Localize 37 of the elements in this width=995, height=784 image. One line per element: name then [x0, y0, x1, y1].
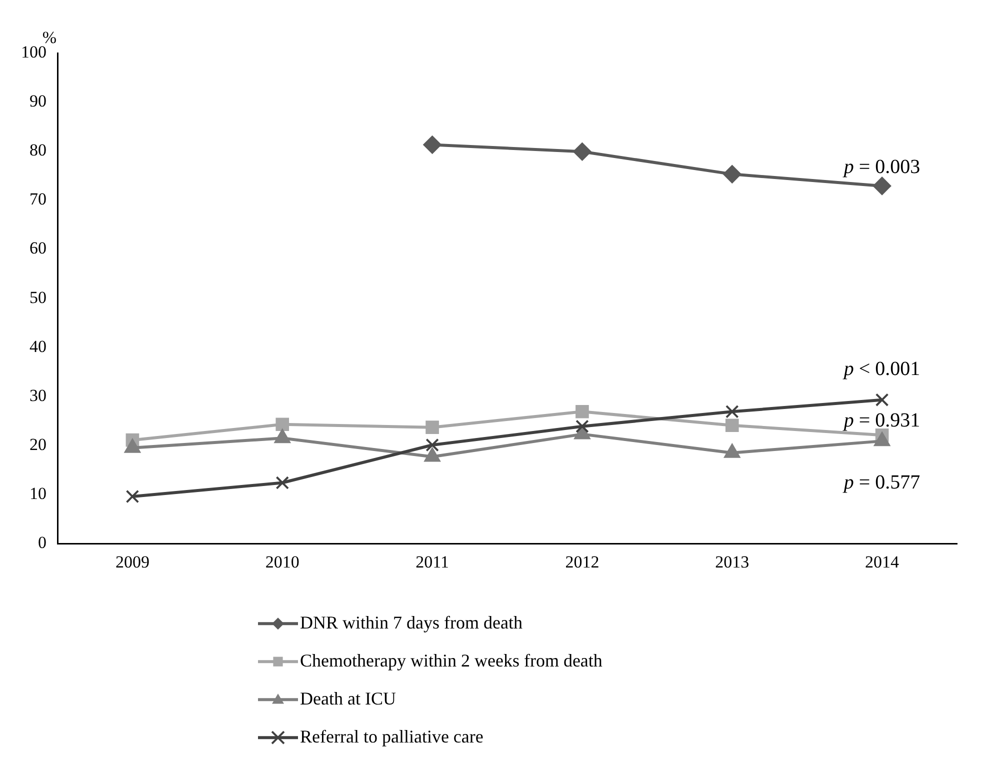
- x-tick-label: 2011: [416, 552, 449, 572]
- point: [126, 490, 140, 504]
- legend-label: DNR within 7 days from death: [300, 612, 522, 632]
- y-tick-label: 60: [30, 238, 46, 258]
- point: [873, 176, 892, 195]
- point: [276, 476, 290, 490]
- x-tick-label: 2013: [715, 552, 750, 572]
- y-tick-label: 40: [30, 336, 46, 356]
- point: [875, 393, 889, 407]
- annotation: p = 0.003: [842, 156, 920, 178]
- point: [576, 404, 589, 418]
- legend-label: Referral to palliative care: [300, 726, 484, 746]
- y-tick-label: 70: [30, 190, 46, 209]
- point: [725, 404, 739, 418]
- annotation: p = 0.577: [842, 471, 920, 494]
- y-tick-label: 50: [30, 288, 46, 307]
- y-tick-label: 10: [30, 484, 46, 504]
- legend-label: Death at ICU: [300, 688, 396, 708]
- point: [426, 438, 439, 452]
- y-tick-label: 30: [30, 386, 46, 405]
- point: [276, 418, 290, 432]
- point: [723, 165, 742, 184]
- point: [426, 420, 439, 434]
- annotation: p = 0.931: [842, 409, 920, 432]
- x-tick-label: 2014: [865, 552, 900, 572]
- x-tick-label: 2009: [115, 552, 150, 572]
- y-tick-label: 0: [38, 533, 46, 552]
- annotation: p < 0.001: [842, 358, 920, 380]
- point: [573, 142, 592, 161]
- y-tick-label: 90: [30, 92, 46, 111]
- x-tick-label: 2010: [265, 552, 300, 572]
- legend-label: Chemotherapy within 2 weeks from death: [300, 650, 602, 670]
- point: [423, 136, 442, 154]
- point: [725, 418, 739, 432]
- y-tick-label: 80: [30, 140, 46, 160]
- y-tick-label: 20: [30, 434, 46, 454]
- x-tick-label: 2012: [565, 552, 600, 572]
